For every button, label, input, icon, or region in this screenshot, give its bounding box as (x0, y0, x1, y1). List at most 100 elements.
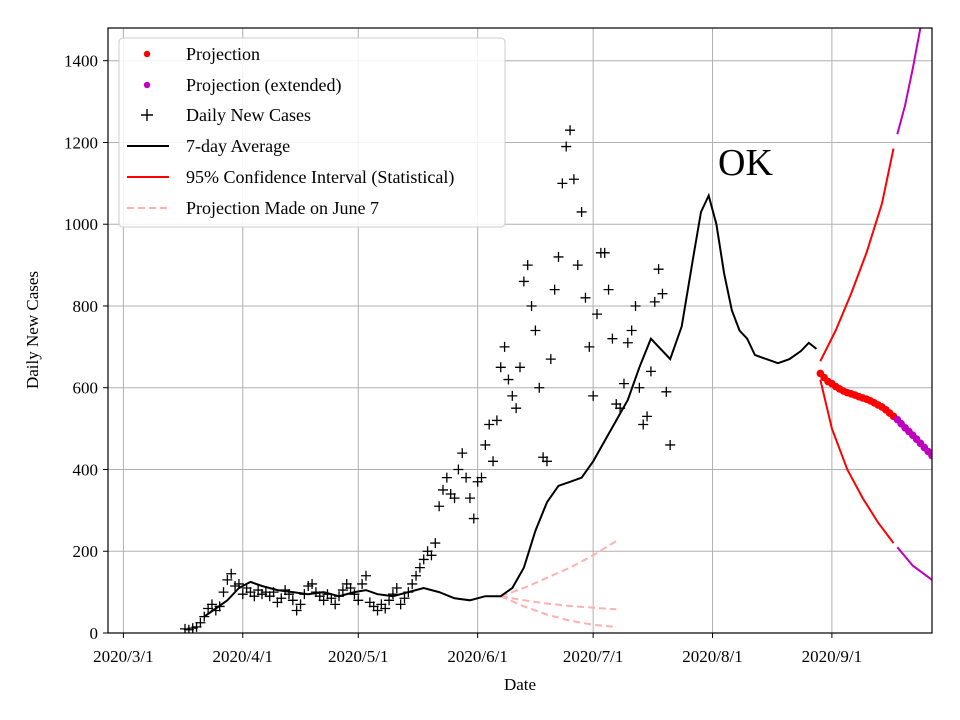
daily-case-point (295, 599, 306, 610)
daily-case-point (592, 309, 603, 320)
daily-case-point (622, 337, 633, 348)
daily-case-point (607, 333, 618, 344)
daily-case-point (557, 178, 568, 189)
daily-case-point (488, 456, 499, 467)
daily-case-point (480, 439, 491, 450)
legend: Projection Projection (extended) Daily N… (118, 37, 506, 228)
daily-case-point (461, 472, 472, 483)
plot-area (180, 28, 952, 633)
daily-case-point (380, 603, 391, 614)
legend-box (118, 37, 506, 228)
ci-lower-line (819, 379, 895, 544)
ci-upper-extended-line (896, 28, 922, 135)
daily-case-point (468, 513, 479, 524)
daily-case-point (437, 484, 448, 495)
daily-case-point (476, 472, 487, 483)
daily-case-point (661, 386, 672, 397)
daily-case-point (411, 570, 422, 581)
daily-case-point (430, 538, 441, 549)
y-axis-label: Daily New Cases (23, 271, 42, 389)
daily-case-point (503, 374, 514, 385)
daily-case-point (638, 419, 649, 430)
daily-case-point (584, 341, 595, 352)
y-tick-label: 1000 (64, 215, 98, 234)
daily-case-point (553, 251, 564, 262)
daily-case-point (541, 456, 552, 467)
daily-case-point (418, 554, 429, 565)
june7-projection-upper (500, 540, 617, 598)
y-tick-label: 600 (73, 379, 99, 398)
daily-case-point (561, 141, 572, 152)
projection-extended-point (944, 467, 952, 475)
x-tick-label: 2020/4/1 (213, 647, 273, 666)
daily-case-point (449, 493, 460, 504)
y-tick-label: 1400 (64, 52, 98, 71)
ci-lower-extended-line (896, 546, 932, 582)
daily-case-point (226, 568, 237, 579)
daily-case-point (484, 419, 495, 430)
daily-case-point (534, 382, 545, 393)
daily-case-point (218, 587, 229, 598)
daily-case-point (649, 296, 660, 307)
daily-case-point (507, 390, 518, 401)
daily-case-point (599, 247, 610, 258)
daily-case-point (199, 611, 210, 622)
grid (108, 28, 932, 634)
daily-case-point (287, 595, 298, 606)
daily-case-point (588, 390, 599, 401)
daily-case-point (565, 125, 576, 136)
daily-case-point (515, 362, 525, 373)
daily-case-point (491, 415, 502, 426)
projection-extended-point (936, 460, 944, 468)
daily-case-point (499, 341, 510, 352)
daily-case-point (337, 585, 348, 596)
daily-case-point (291, 605, 302, 616)
projection-extended-point (928, 451, 932, 460)
daily-case-point (407, 578, 418, 589)
daily-case-point (372, 605, 383, 616)
daily-case-point (580, 292, 591, 303)
june7-projection-lower (500, 595, 617, 628)
daily-case-point (568, 174, 579, 185)
daily-case-point (249, 591, 260, 602)
daily-case-point (276, 593, 287, 604)
x-tick-label: 2020/8/1 (682, 647, 742, 666)
daily-case-point (434, 501, 445, 512)
daily-case-point (626, 325, 637, 336)
daily-case-point (345, 583, 356, 594)
daily-case-point (399, 593, 410, 604)
daily-case-point (545, 354, 556, 365)
daily-case-point (634, 382, 645, 393)
ci-upper-line (819, 148, 895, 362)
daily-case-point (642, 411, 653, 422)
y-tick-label: 0 (90, 624, 99, 643)
daily-case-point (395, 599, 406, 610)
projection-extended-point (932, 456, 940, 464)
daily-case-point (453, 464, 464, 475)
y-tick-label: 400 (73, 460, 99, 479)
daily-case-point (206, 599, 217, 610)
daily-case-point (665, 439, 676, 450)
x-tick-label: 2020/5/1 (328, 647, 388, 666)
legend-marker-projection (143, 50, 151, 58)
daily-case-point (526, 300, 537, 311)
daily-case-point (426, 550, 437, 561)
y-tick-label: 200 (73, 542, 99, 561)
x-tick-label: 2020/3/1 (93, 647, 153, 666)
legend-label-daily: Daily New Cases (186, 105, 311, 125)
daily-case-point (457, 448, 468, 459)
daily-case-point (384, 595, 395, 606)
june7-projection-middle (500, 595, 617, 611)
legend-marker-projection-extended (143, 81, 151, 89)
y-tick-label: 1200 (64, 133, 98, 152)
daily-case-point (307, 578, 318, 589)
daily-case-point (572, 260, 583, 271)
daily-case-point (518, 276, 529, 287)
daily-case-point (522, 260, 533, 271)
daily-case-point (630, 300, 641, 311)
daily-case-point (511, 403, 522, 414)
legend-label-projection-extended: Projection (extended) (186, 75, 341, 96)
daily-case-point (576, 206, 587, 217)
daily-case-point (357, 578, 368, 589)
daily-case-point (645, 366, 656, 377)
